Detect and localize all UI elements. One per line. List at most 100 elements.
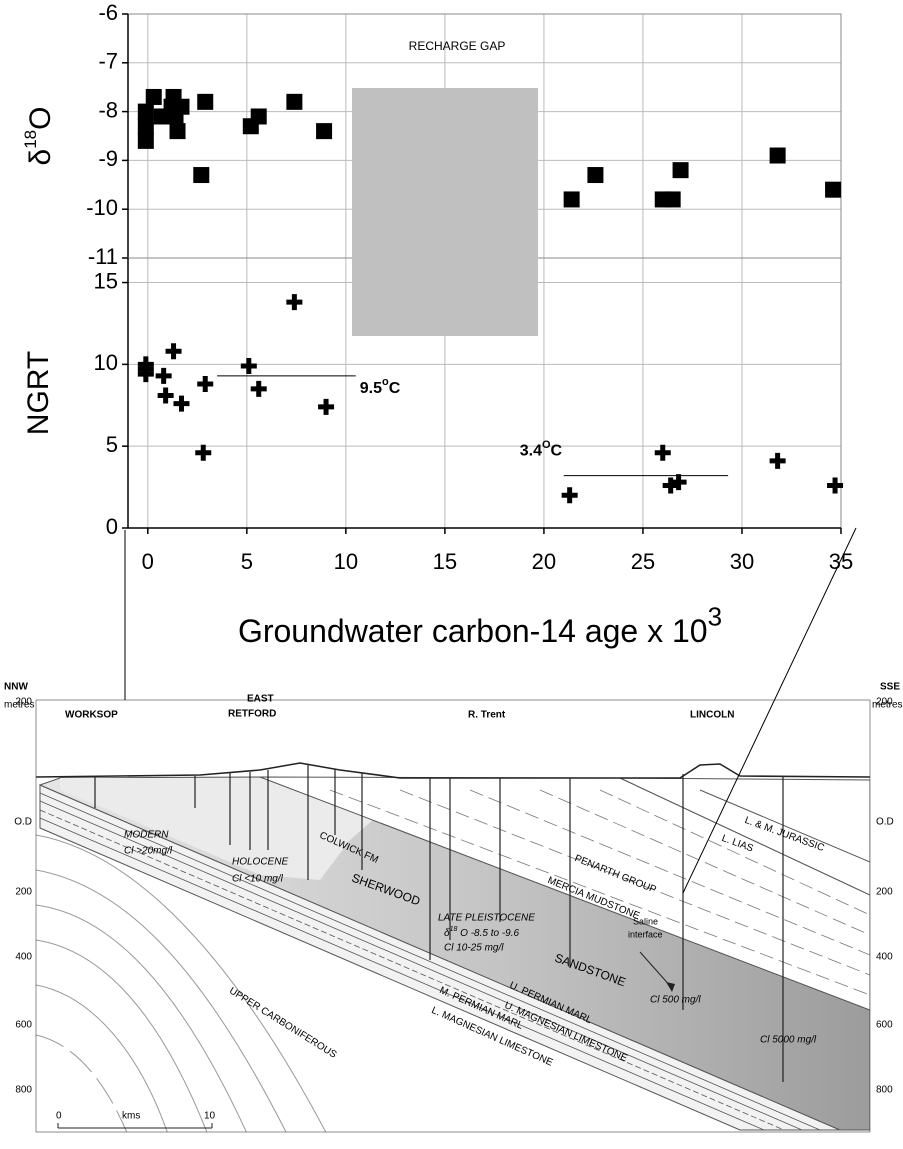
recharge-gap bbox=[352, 88, 538, 336]
point bbox=[137, 366, 154, 383]
direction-right: SSE bbox=[880, 682, 900, 693]
label-text: C bbox=[389, 380, 401, 397]
connector bbox=[682, 527, 857, 894]
symbol: δ bbox=[444, 928, 450, 939]
point bbox=[137, 132, 154, 149]
point bbox=[825, 181, 842, 198]
point bbox=[193, 167, 210, 184]
label-text: 3.4 bbox=[520, 443, 542, 460]
town-label: LINCOLN bbox=[690, 710, 734, 721]
unit-label: HOLOCENE bbox=[232, 857, 288, 868]
point bbox=[173, 395, 190, 412]
depth-label: 200 bbox=[876, 697, 893, 708]
y-tick-label: -9 bbox=[98, 146, 118, 171]
annotation: 3.4OC bbox=[520, 439, 563, 460]
depth-label: O.D bbox=[14, 817, 32, 828]
unit-label: Cl 500 mg/l bbox=[650, 995, 701, 1006]
depth-label: 600 bbox=[15, 1020, 32, 1031]
x-tick-label: 15 bbox=[433, 549, 457, 574]
point bbox=[197, 376, 214, 392]
y-tick-label: 5 bbox=[106, 432, 118, 457]
point bbox=[155, 367, 172, 384]
point bbox=[316, 123, 333, 140]
point bbox=[587, 167, 604, 184]
town-label: RETFORD bbox=[228, 709, 276, 720]
scale-label: 10 bbox=[204, 1111, 216, 1122]
town-label: R. Trent bbox=[468, 710, 506, 721]
label-text: 9.5 bbox=[360, 380, 382, 397]
point bbox=[169, 123, 186, 140]
y-tick-label: -10 bbox=[86, 195, 118, 220]
unit-label: UPPER CARBONIFEROUS bbox=[227, 985, 339, 1060]
point bbox=[195, 444, 212, 461]
x-tick-label: 30 bbox=[730, 549, 754, 574]
point bbox=[664, 191, 681, 208]
depth-label: 400 bbox=[876, 952, 893, 963]
x-tick-label: 20 bbox=[532, 549, 556, 574]
x-tick-label: 25 bbox=[631, 549, 655, 574]
depth-label: 800 bbox=[15, 1085, 32, 1096]
superscript: 18 bbox=[21, 130, 40, 149]
unit-label: δ18 O -8.5 to -9.6 bbox=[444, 926, 519, 939]
depth-label: 200 bbox=[15, 697, 32, 708]
y-tick-label: 15 bbox=[94, 268, 118, 293]
x-tick-label: 0 bbox=[142, 549, 154, 574]
label-text: δ bbox=[24, 149, 57, 166]
point bbox=[197, 93, 214, 110]
point bbox=[145, 88, 162, 105]
point bbox=[157, 387, 174, 404]
point bbox=[165, 343, 182, 360]
point bbox=[250, 108, 267, 125]
point bbox=[769, 452, 786, 469]
superscript: 3 bbox=[708, 601, 722, 631]
town-label: WORKSOP bbox=[65, 710, 118, 721]
annotation: 9.5oC bbox=[360, 376, 401, 397]
point bbox=[318, 398, 335, 415]
depth-unit-left: metres bbox=[4, 700, 35, 711]
y-tick-label: -6 bbox=[98, 0, 118, 25]
y-axis-label: δ18O bbox=[21, 107, 57, 166]
label-text: C bbox=[551, 443, 563, 460]
point bbox=[137, 118, 154, 135]
point bbox=[286, 93, 303, 110]
point bbox=[769, 147, 786, 164]
superscript: o bbox=[382, 376, 389, 388]
unit-label: LATE PLEISTOCENE bbox=[438, 913, 535, 924]
x-tick-label: 35 bbox=[829, 549, 853, 574]
scale-label: kms bbox=[122, 1111, 140, 1122]
y-tick-label: 10 bbox=[94, 350, 118, 375]
unit-label: Cl >20mg/l bbox=[124, 846, 173, 857]
y-tick-label: -11 bbox=[88, 244, 118, 269]
point bbox=[561, 487, 578, 504]
strata bbox=[36, 762, 870, 1132]
unit-label: Cl 5000 mg/l bbox=[760, 1035, 817, 1046]
unit-label: interface bbox=[628, 929, 663, 939]
depth-labels-right: 200 O.D 200 400 600 800 bbox=[876, 697, 894, 1096]
symbol-text: O -8.5 to -9.6 bbox=[457, 928, 519, 939]
point bbox=[240, 358, 257, 374]
depth-label: 800 bbox=[876, 1085, 893, 1096]
depth-label: 600 bbox=[876, 1020, 893, 1031]
depth-label: 400 bbox=[15, 952, 32, 963]
depth-label: O.D bbox=[876, 817, 894, 828]
point bbox=[827, 477, 844, 494]
point bbox=[250, 380, 267, 397]
superscript: 18 bbox=[450, 926, 458, 933]
point bbox=[563, 191, 580, 208]
point bbox=[672, 162, 689, 179]
direction-left: NNW bbox=[4, 682, 28, 693]
y-tick-label: 0 bbox=[106, 514, 118, 539]
town-label: EAST bbox=[247, 694, 274, 705]
point bbox=[662, 477, 679, 494]
y-tick-label: -7 bbox=[98, 49, 118, 74]
point bbox=[654, 444, 671, 461]
point bbox=[137, 103, 154, 120]
unit-label: Saline bbox=[633, 916, 658, 926]
point bbox=[286, 294, 303, 311]
superscript: O bbox=[542, 439, 551, 451]
scale-label: 0 bbox=[56, 1111, 62, 1122]
y-tick-label: -8 bbox=[98, 97, 118, 122]
unit-label: Cl 10-25 mg/l bbox=[444, 943, 504, 954]
